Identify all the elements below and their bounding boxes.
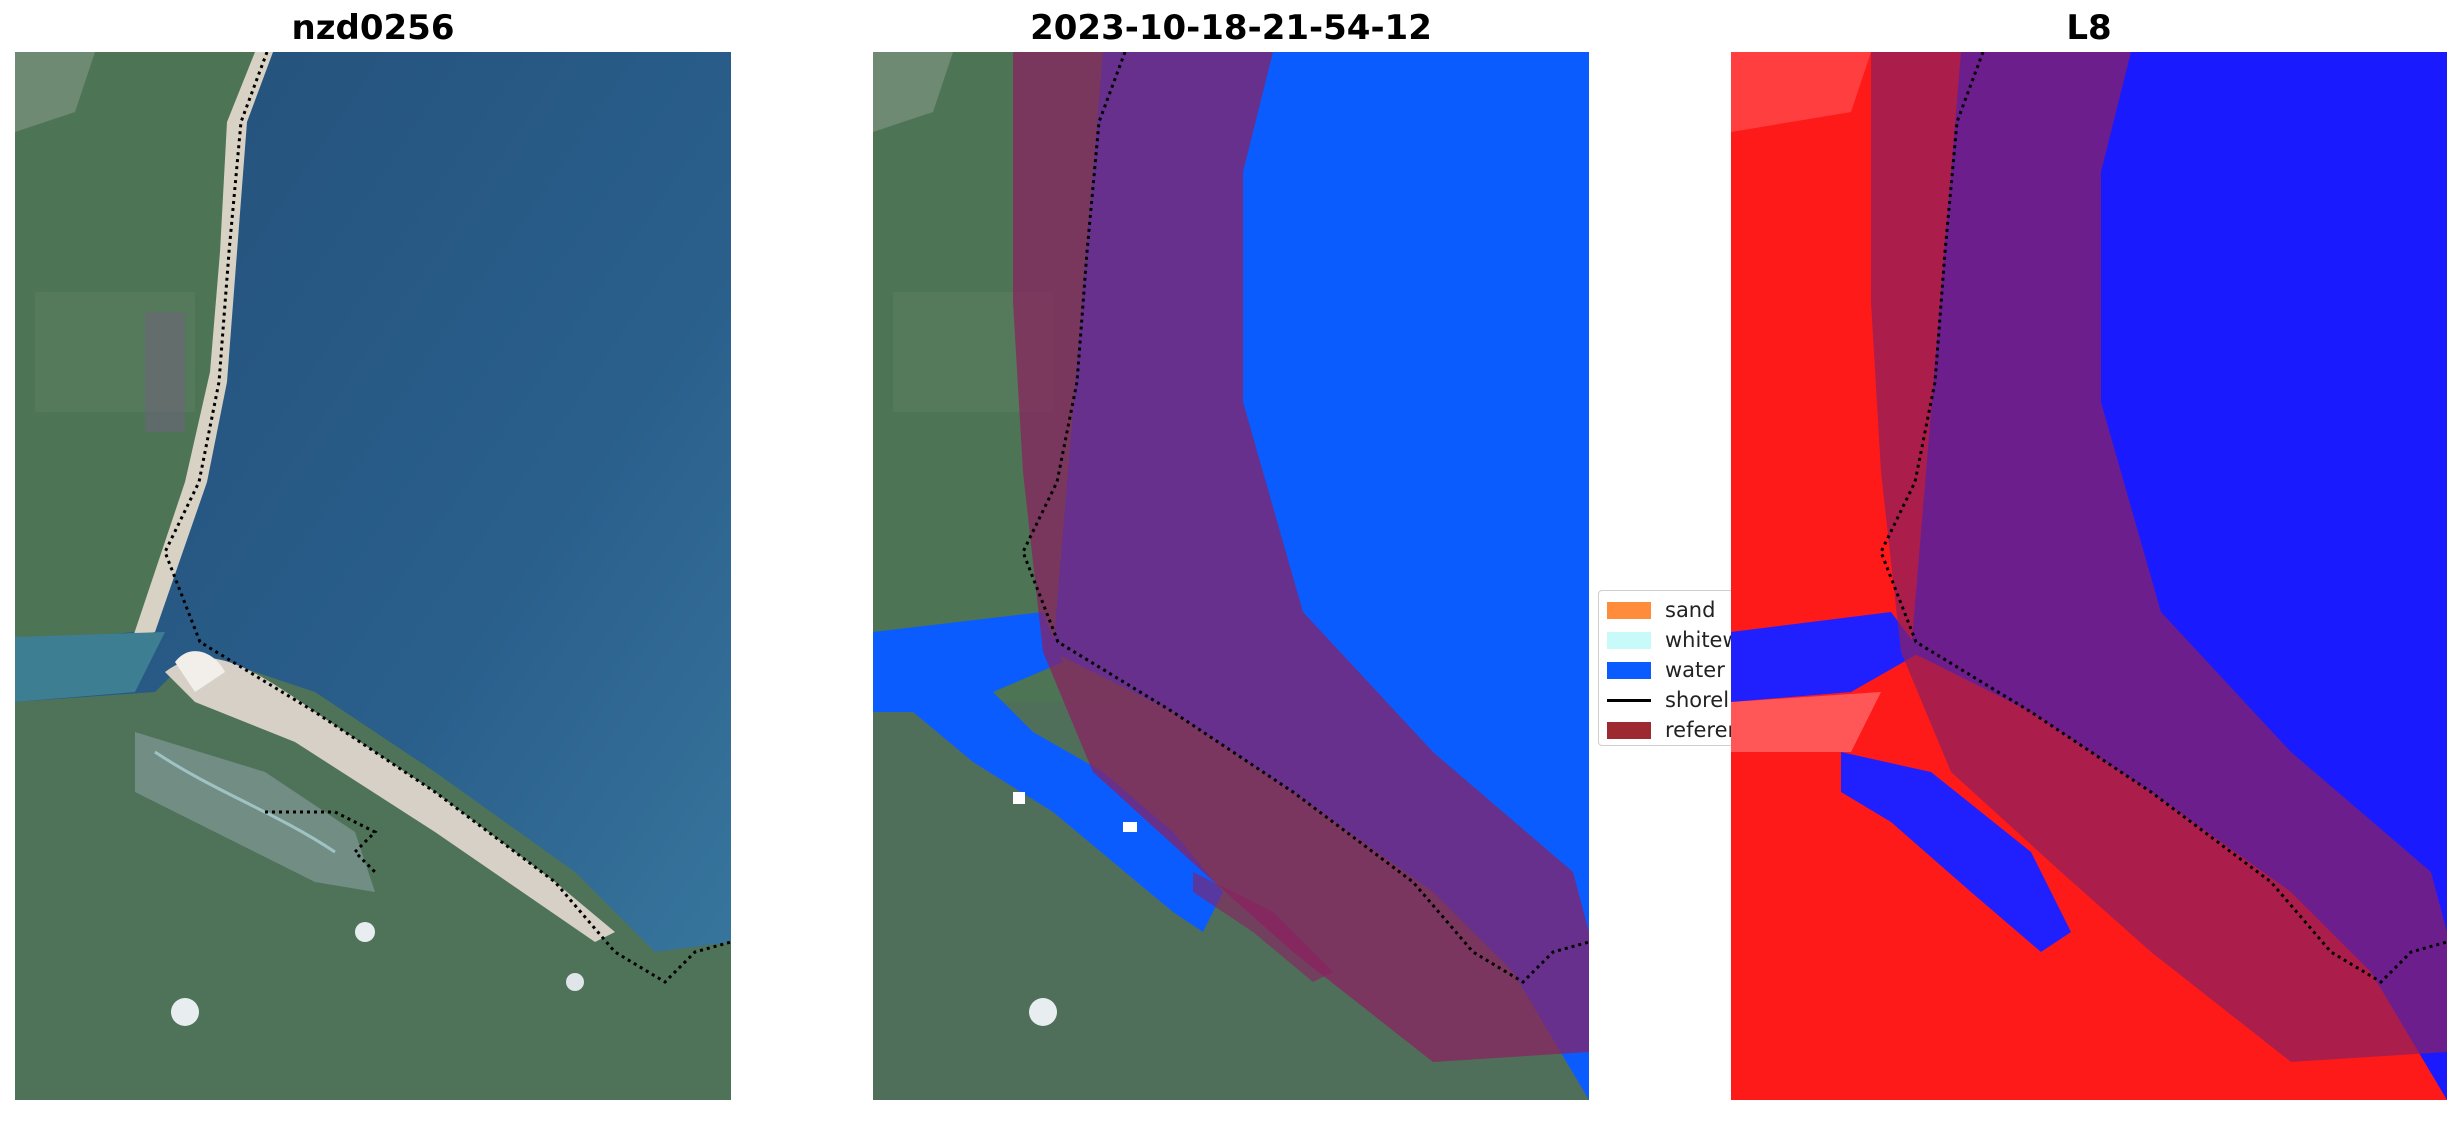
legend-item-reference: referer [1607,715,1733,745]
panel-title-classification: 2023-10-18-21-54-12 [1030,8,1432,48]
legend-label: whitew [1665,628,1734,652]
legend-item-shoreline: shorel [1607,685,1733,715]
shoreline-line-swatch [1607,698,1651,702]
legend: sand whitew water shorel referer [1598,590,1734,746]
reference-swatch [1607,721,1651,739]
rgb-satellite-image [15,52,731,1100]
legend-item-water: water [1607,655,1733,685]
classification-image [873,52,1589,1100]
legend-label: shorel [1665,688,1730,712]
legend-label: referer [1665,718,1734,742]
probability-image [1731,52,2447,1100]
legend-label: sand [1665,598,1716,622]
panel-title-rgb: nzd0256 [291,8,455,48]
legend-item-whitewater: whitew [1607,625,1733,655]
sand-swatch [1607,601,1651,619]
water-swatch [1607,661,1651,679]
whitewater-swatch [1607,631,1651,649]
legend-item-sand: sand [1607,595,1733,625]
legend-label: water [1665,658,1725,682]
panel-title-probability: L8 [2066,8,2112,48]
